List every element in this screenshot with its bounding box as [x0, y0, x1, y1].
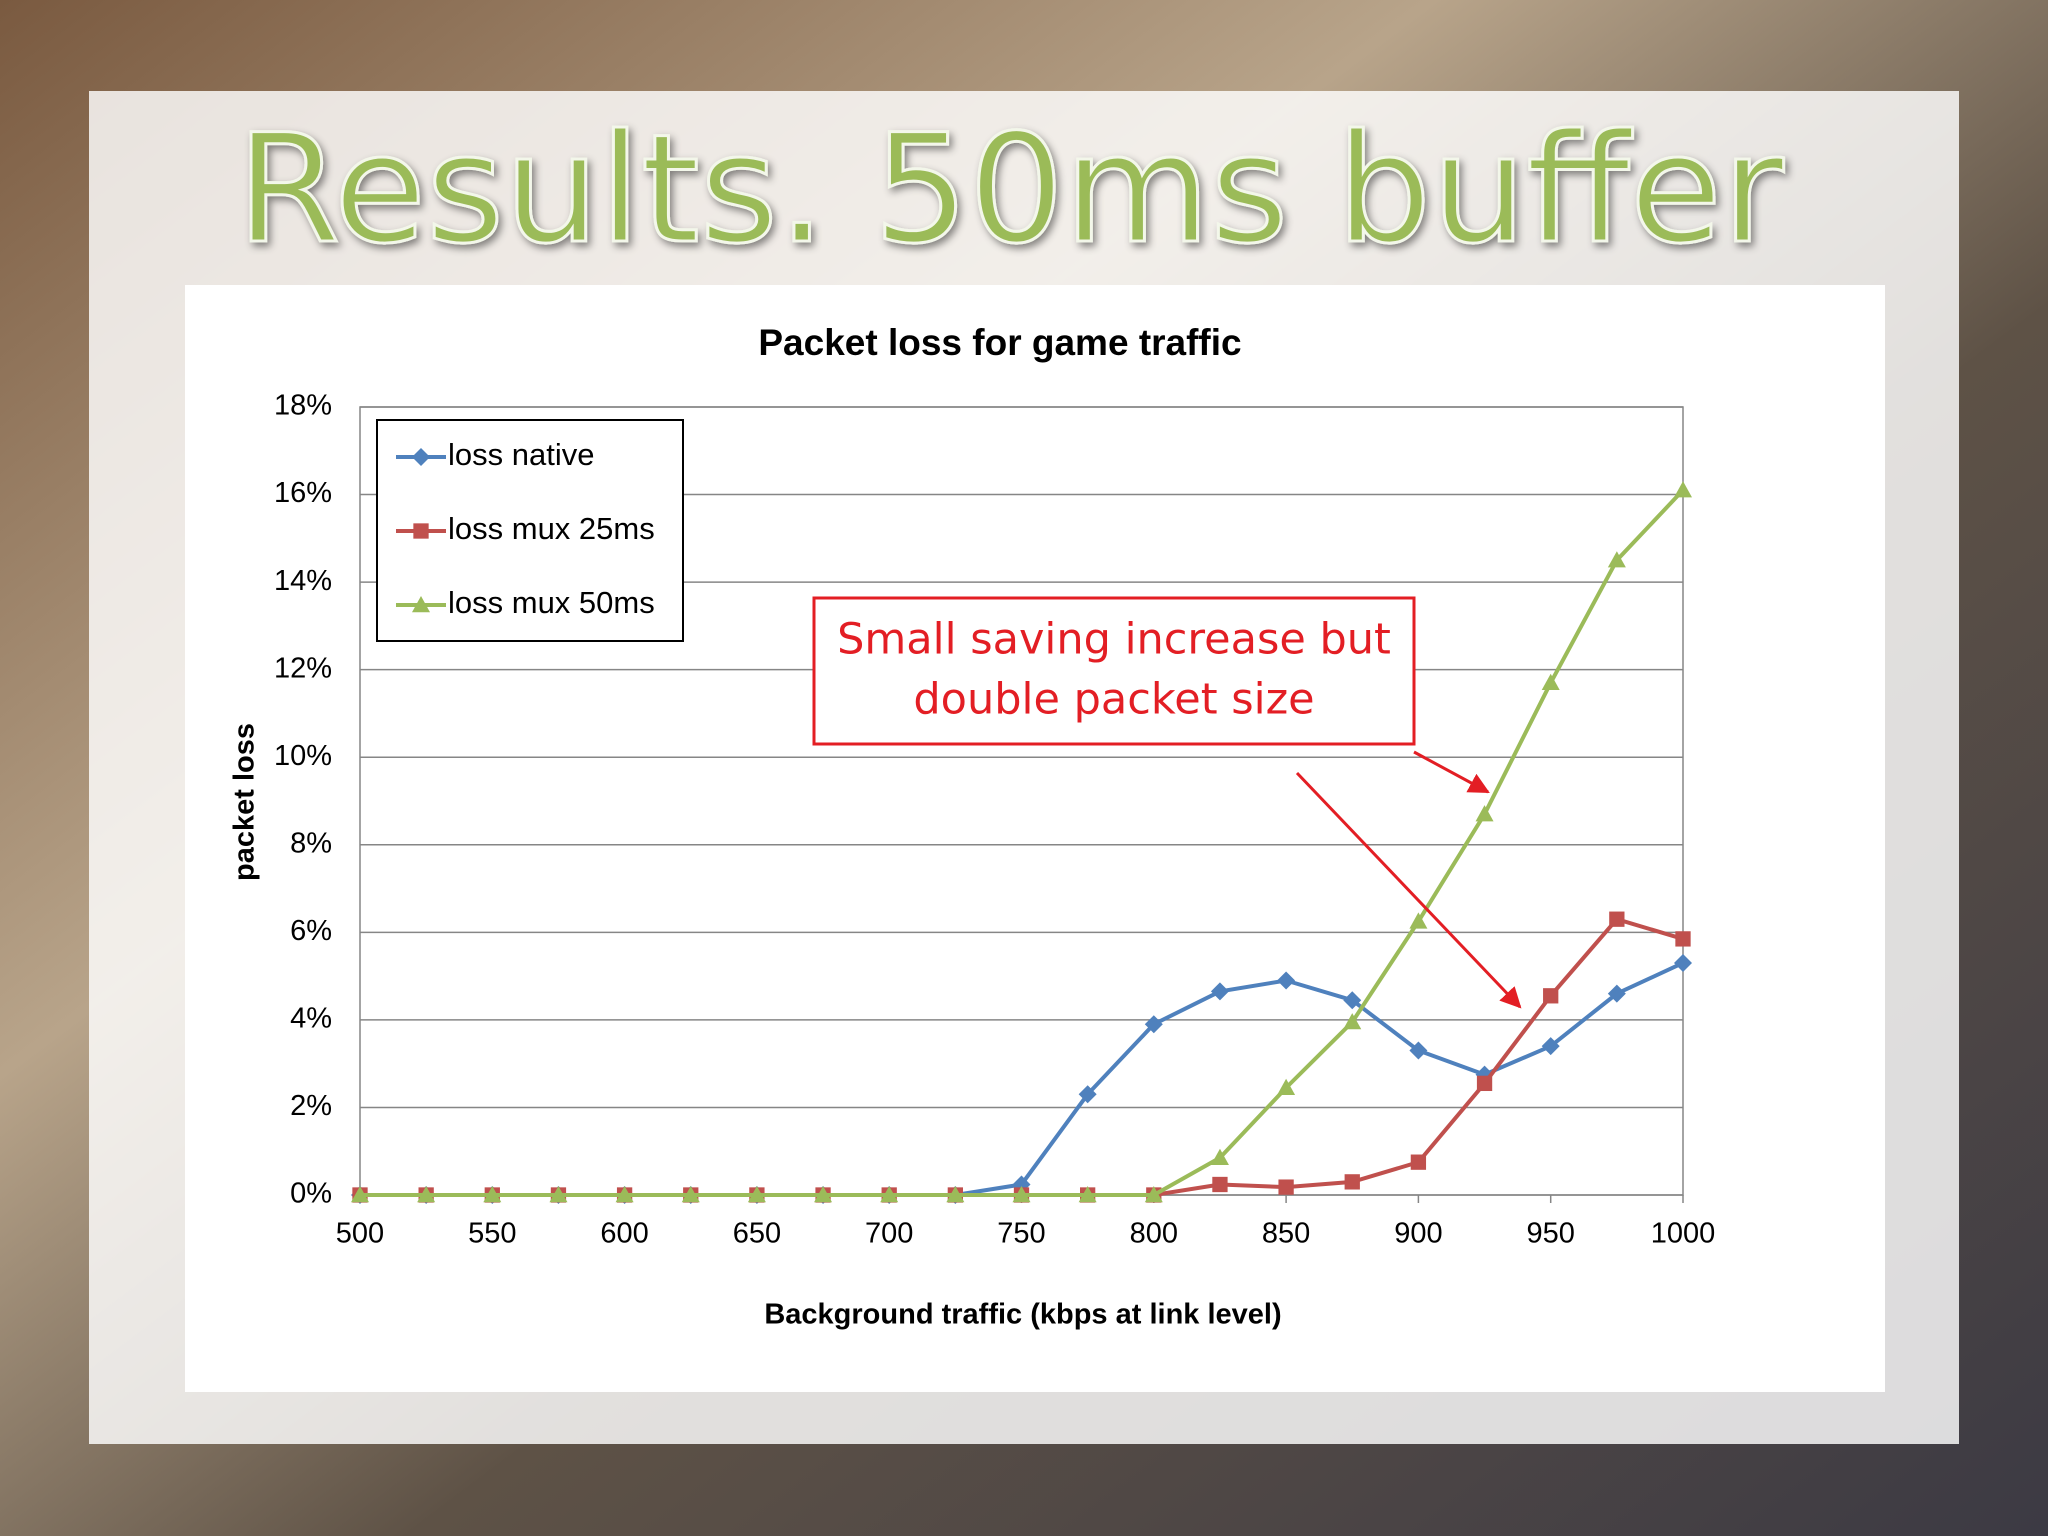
data-point [1210, 1148, 1229, 1165]
y-tick-label: 16% [274, 477, 332, 509]
y-tick-label: 18% [274, 390, 332, 422]
annotation-line: double packet size [913, 675, 1314, 725]
data-point [814, 1186, 833, 1203]
data-point [1607, 551, 1626, 568]
legend-label: loss mux 25ms [448, 511, 655, 546]
y-tick-label: 10% [274, 740, 332, 772]
x-axis-label: Background traffic (kbps at link level) [764, 1299, 1281, 1331]
data-point [880, 1186, 899, 1203]
data-point [1078, 1186, 1097, 1203]
data-point [1277, 971, 1296, 990]
data-point [351, 1186, 369, 1203]
y-tick-label: 12% [274, 652, 332, 684]
legend-marker [413, 523, 429, 539]
data-point [1078, 1085, 1097, 1104]
data-point [747, 1186, 766, 1203]
x-tick-label: 850 [1262, 1218, 1310, 1250]
plot: 0% 2% 4% 6% 8% 10% 12% 14% 16% 18% 500 550 600 650 700… [274, 390, 1715, 1250]
x-tick-label: 750 [997, 1218, 1045, 1250]
data-point [417, 1186, 436, 1203]
data-point [1541, 1037, 1560, 1056]
data-point [1210, 982, 1229, 1001]
x-tick-label: 550 [468, 1218, 516, 1250]
y-tick-label: 6% [290, 915, 332, 947]
data-point [1343, 1013, 1362, 1030]
data-point [1343, 991, 1362, 1010]
data-point [615, 1186, 634, 1203]
y-tick-label: 4% [290, 1003, 332, 1035]
chart-title: Packet loss for game traffic [758, 322, 1241, 363]
annotation-arrow [1295, 771, 1522, 1009]
data-point [1674, 953, 1692, 972]
data-point [1144, 1186, 1163, 1203]
data-point [1409, 1041, 1428, 1060]
x-tick-label: 1000 [1651, 1218, 1716, 1250]
x-tick-label: 800 [1130, 1218, 1178, 1250]
legend-label: loss native [448, 437, 594, 472]
data-point [1144, 1015, 1163, 1034]
annotation-arrow [1413, 750, 1490, 794]
data-point [1212, 1176, 1228, 1193]
y-axis-label: packet loss [229, 723, 261, 881]
y-tick-label: 0% [290, 1178, 332, 1210]
data-point [483, 1186, 502, 1203]
data-point [1609, 911, 1625, 927]
x-tick-label: 650 [733, 1218, 781, 1250]
annotation-box [812, 596, 1416, 746]
data-point [1344, 1174, 1360, 1190]
x-tick-label: 600 [600, 1218, 648, 1250]
data-point [1675, 931, 1691, 947]
legend: loss native loss mux 25ms loss mux 50ms [376, 419, 684, 642]
x-tick-label: 900 [1394, 1218, 1442, 1250]
y-tick-label: 14% [274, 565, 332, 597]
y-tick-label: 8% [290, 827, 332, 859]
data-point [1674, 481, 1692, 498]
x-tick-label: 950 [1527, 1218, 1575, 1250]
data-point [681, 1186, 700, 1203]
legend-marker [412, 448, 430, 466]
slide-title: Results. 50ms buffer [236, 103, 1784, 277]
legend-marker [412, 596, 430, 613]
x-tick-label: 500 [336, 1218, 384, 1250]
data-point [1543, 988, 1559, 1004]
data-point [946, 1186, 965, 1203]
data-point [1476, 1075, 1493, 1092]
data-point [1410, 1154, 1427, 1170]
data-point [1409, 912, 1428, 929]
data-point [1475, 805, 1494, 822]
legend-label: loss mux 50ms [448, 585, 655, 620]
data-point [549, 1186, 568, 1203]
x-tick-label: 700 [865, 1218, 913, 1250]
data-point [1278, 1179, 1294, 1195]
data-point [1541, 673, 1560, 690]
annotation-line: Small saving increase but [837, 615, 1391, 665]
data-point [1012, 1186, 1031, 1203]
y-tick-label: 2% [290, 1090, 332, 1122]
data-point [1607, 984, 1626, 1003]
data-point [1277, 1078, 1296, 1095]
